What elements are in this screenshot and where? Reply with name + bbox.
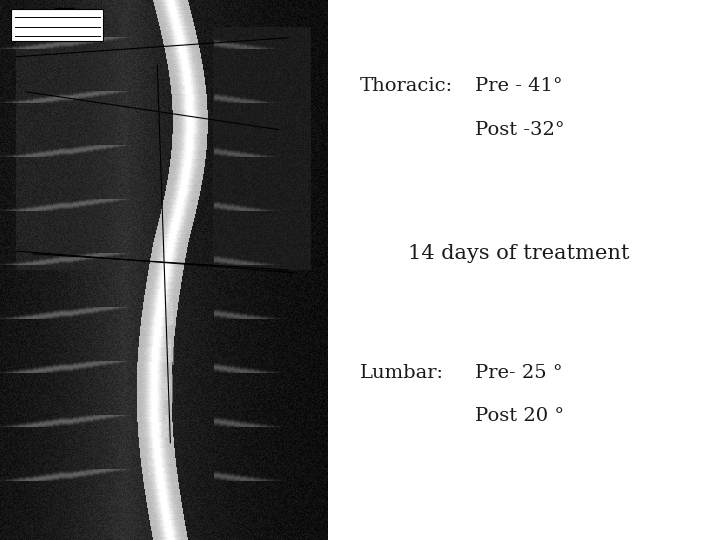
Text: Pre - 41°: Pre - 41°: [475, 77, 563, 96]
Text: Post -32°: Post -32°: [475, 120, 564, 139]
Text: 14 days of treatment: 14 days of treatment: [408, 244, 629, 264]
Text: c: c: [60, 13, 68, 27]
FancyBboxPatch shape: [12, 9, 103, 40]
Text: Post 20 °: Post 20 °: [475, 407, 564, 425]
Text: Pre- 25 °: Pre- 25 °: [475, 363, 563, 382]
Text: Lumbar:: Lumbar:: [360, 363, 444, 382]
Text: Thoracic:: Thoracic:: [360, 77, 453, 96]
